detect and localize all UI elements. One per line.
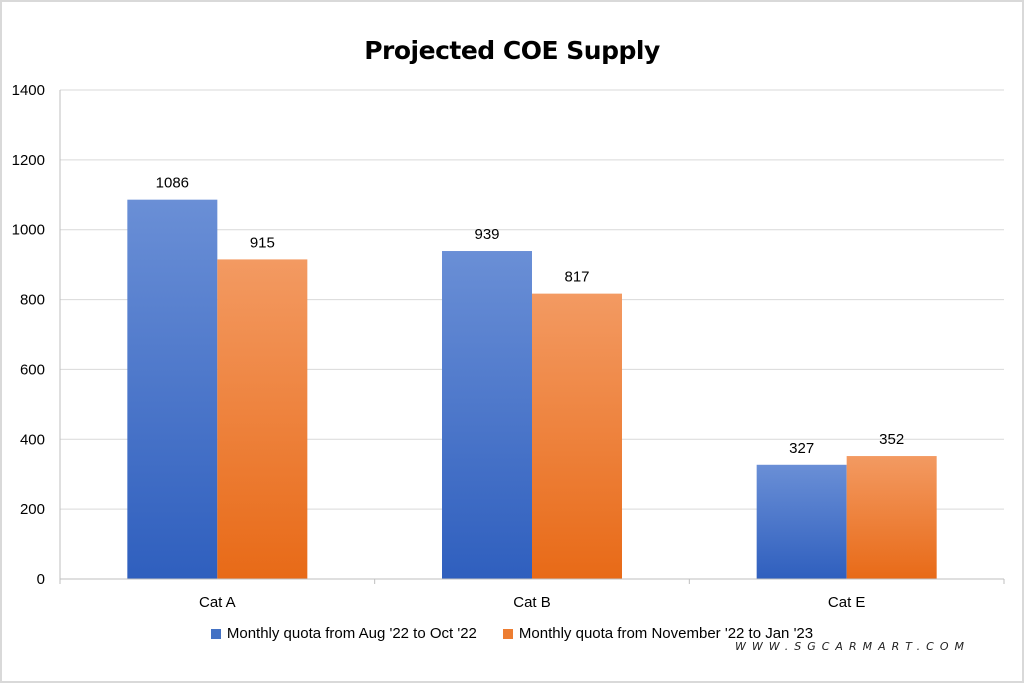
- data-label: 1086: [156, 175, 189, 192]
- y-tick-label: 400: [20, 431, 45, 448]
- bar[interactable]: [756, 464, 847, 579]
- data-label: 817: [564, 269, 589, 286]
- data-labels: 1086 915 939 817 327 352: [156, 175, 905, 457]
- data-label: 352: [879, 431, 904, 448]
- watermark-text: WWW.SGCARMART.COM: [735, 640, 970, 653]
- legend-label: Monthly quota from Aug '22 to Oct '22: [226, 625, 477, 642]
- y-axis: 0 200 400 600 800 1000 1200 1400: [12, 82, 45, 588]
- x-axis: Cat A Cat B Cat E: [59, 90, 1005, 611]
- x-tick-label: Cat B: [513, 594, 551, 611]
- y-tick-label: 1000: [12, 222, 45, 239]
- legend-swatch-blue: [210, 628, 221, 639]
- bar[interactable]: [442, 251, 532, 579]
- legend-item-series-2[interactable]: Monthly quota from November '22 to Jan '…: [502, 625, 814, 642]
- chart-title: Projected COE Supply: [364, 36, 660, 65]
- bar[interactable]: [532, 293, 622, 579]
- data-label: 915: [250, 234, 275, 251]
- legend-swatch-orange: [502, 628, 513, 639]
- y-tick-label: 200: [20, 501, 45, 518]
- legend: Monthly quota from Aug '22 to Oct '22 Mo…: [0, 625, 1024, 642]
- y-tick-label: 600: [20, 361, 45, 378]
- data-label: 939: [474, 226, 499, 243]
- data-label: 327: [789, 440, 814, 457]
- legend-item-series-1[interactable]: Monthly quota from Aug '22 to Oct '22: [210, 625, 477, 642]
- y-tick-label: 1200: [12, 152, 45, 169]
- x-tick-label: Cat E: [828, 594, 866, 611]
- x-tick-label: Cat A: [199, 594, 236, 611]
- y-tick-label: 800: [20, 292, 45, 309]
- bars: [127, 199, 937, 579]
- legend-label: Monthly quota from November '22 to Jan '…: [518, 625, 814, 642]
- bar[interactable]: [846, 456, 937, 579]
- bar[interactable]: [127, 199, 218, 579]
- bar[interactable]: [217, 259, 308, 579]
- y-tick-label: 1400: [12, 82, 45, 99]
- y-tick-label: 0: [37, 571, 45, 588]
